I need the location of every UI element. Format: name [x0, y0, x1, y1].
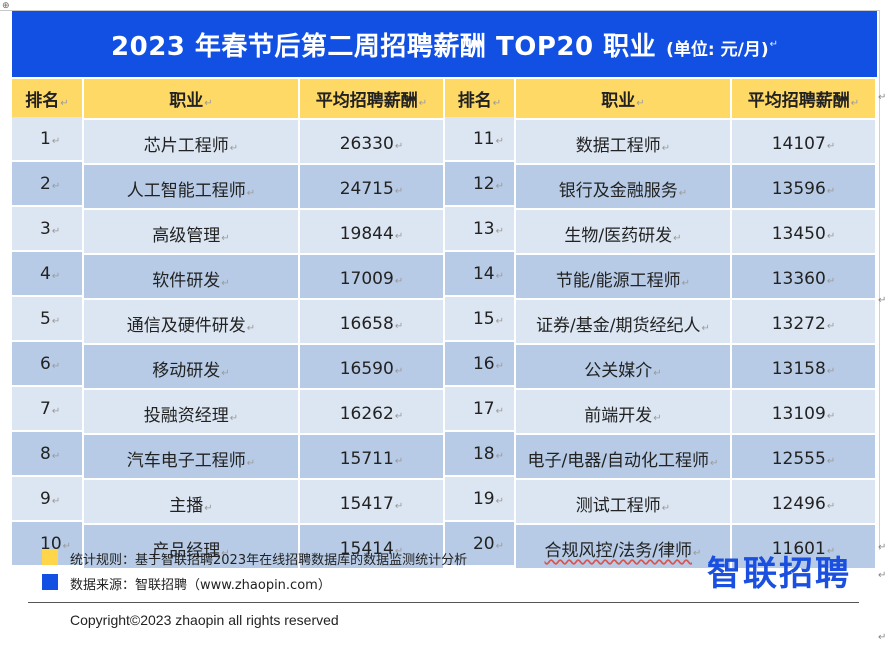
header-job-left: 职业↵: [82, 79, 300, 120]
data-source-text: 数据来源：智联招聘（www.zhaopin.com）: [70, 578, 331, 593]
table-row: 8↵ 汽车电子工程师↵ 15711↵ 18↵ 电子/电器/自动化工程师↵ 125…: [12, 431, 878, 480]
footer-rule: [28, 602, 859, 603]
paragraph-mark-icon: ↵: [769, 38, 778, 50]
table-row: 2↵ 人工智能工程师↵ 24715↵ 12↵ 银行及金融服务↵ 13596↵: [12, 161, 878, 210]
paragraph-mark-icon: ↵: [878, 632, 887, 643]
header-rank-right: 排名↵: [443, 79, 516, 120]
table-row: 9↵ 主播↵ 15417↵ 19↵ 测试工程师↵ 12496↵: [12, 476, 878, 525]
move-handle-icon[interactable]: ⊕: [2, 1, 10, 11]
salary-ranking-table: 排名↵ 职业↵ 平均招聘薪酬↵ 排名↵ 职业↵ 平均招聘薪酬↵ 1↵ 芯片工程师…: [12, 79, 878, 570]
paragraph-mark-icon: ↵: [878, 570, 887, 581]
legend-blue-square: [42, 574, 58, 590]
copyright-text: Copyright©2023 zhaopin all rights reserv…: [70, 612, 339, 628]
spellcheck-flagged-text: 合规风控/法务/律师: [544, 541, 692, 561]
table-row: 6↵ 移动研发↵ 16590↵ 16↵ 公关媒介↵ 13158↵: [12, 341, 878, 390]
header-salary-left: 平均招聘薪酬↵: [298, 79, 445, 120]
header-salary-right: 平均招聘薪酬↵: [730, 79, 878, 120]
unit-label: (单位: 元/月): [666, 39, 769, 60]
stat-rule-text: 统计规则：基于智联招聘2023年在线招聘数据库的数据监测统计分析: [70, 553, 468, 568]
table-header-row: 排名↵ 职业↵ 平均招聘薪酬↵ 排名↵ 职业↵ 平均招聘薪酬↵: [12, 79, 878, 120]
page-title: 2023 年春节后第二周招聘薪酬 TOP20 职业: [111, 31, 657, 62]
paragraph-mark-icon: ↵: [878, 295, 887, 306]
title-banner: 2023 年春节后第二周招聘薪酬 TOP20 职业 (单位: 元/月) ↵: [12, 11, 877, 77]
paragraph-mark-icon: ↵: [878, 542, 887, 553]
table-row: 7↵ 投融资经理↵ 16262↵ 17↵ 前端开发↵ 13109↵: [12, 386, 878, 435]
paragraph-mark-icon: ↵: [878, 92, 887, 103]
header-job-right: 职业↵: [514, 79, 732, 120]
table-row: 4↵ 软件研发↵ 17009↵ 14↵ 节能/能源工程师↵ 13360↵: [12, 251, 878, 300]
zhaopin-logo: 智联招聘: [707, 554, 851, 594]
table-row: 3↵ 高级管理↵ 19844↵ 13↵ 生物/医药研发↵ 13450↵: [12, 206, 878, 255]
header-rank-left: 排名↵: [12, 79, 84, 120]
table-row: 5↵ 通信及硬件研发↵ 16658↵ 15↵ 证券/基金/期货经纪人↵ 1327…: [12, 296, 878, 345]
table-row: 1↵ 芯片工程师↵ 26330↵ 11↵ 数据工程师↵ 14107↵: [12, 116, 878, 165]
legend-yellow-square: [42, 549, 58, 565]
table-row: 10↵ 产品经理↵ 15414↵ 20↵ 合规风控/法务/律师↵ 11601↵: [12, 521, 878, 570]
page-right-rule: [879, 10, 880, 550]
page-top-rule: [0, 10, 880, 11]
